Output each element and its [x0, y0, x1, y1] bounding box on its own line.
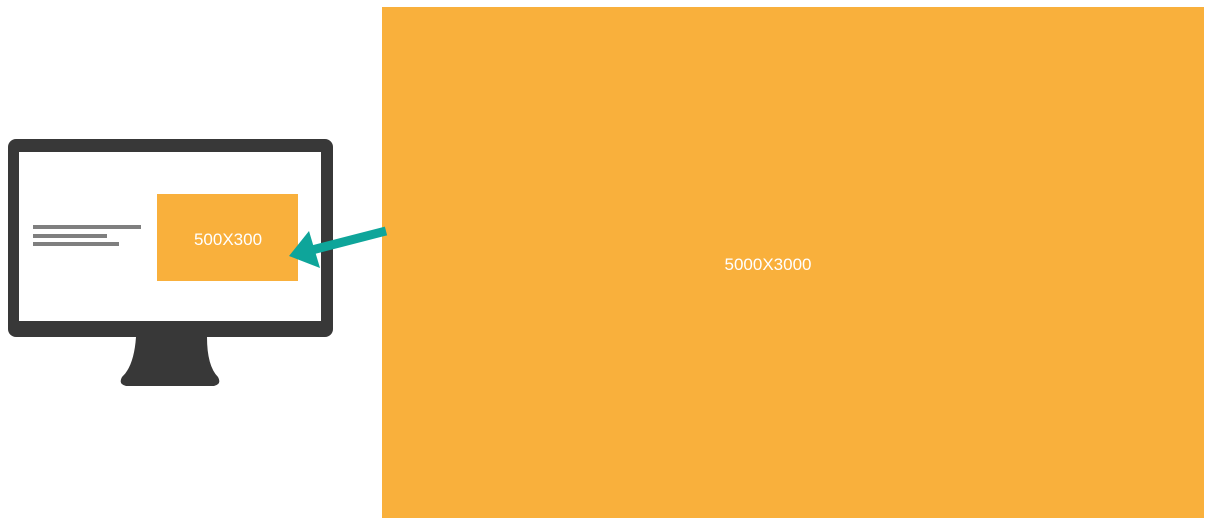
monitor-icon: 500X300 [8, 139, 333, 386]
text-line-2 [33, 234, 107, 238]
text-line-1 [33, 225, 141, 229]
large-image-rect [382, 7, 1204, 518]
monitor-stand [120, 337, 220, 386]
text-line-3 [33, 242, 119, 246]
arrow-icon [289, 226, 388, 268]
small-image-rect [157, 194, 298, 281]
arrow-shaft [310, 226, 388, 255]
arrow-head [289, 231, 320, 268]
large-image-label: 5000X3000 [725, 255, 812, 274]
small-image-label: 500X300 [194, 230, 262, 249]
